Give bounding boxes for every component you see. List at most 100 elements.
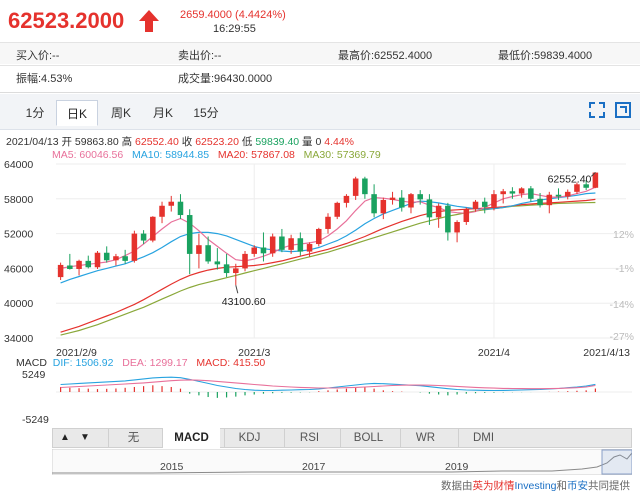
candle-body	[518, 188, 525, 194]
indicator-rsi[interactable]: RSI	[284, 428, 334, 448]
candle-body	[186, 215, 193, 254]
ma-readout: MA5: 60046.56 MA10: 58944.85 MA20: 57867…	[52, 149, 381, 161]
vol-label: 量	[302, 136, 313, 148]
candle-body	[472, 201, 479, 210]
candle-body	[564, 191, 571, 197]
candle-body	[546, 194, 553, 206]
indicator-dmi[interactable]: DMI	[458, 428, 508, 448]
ma-lines	[60, 186, 596, 336]
candle-body	[205, 245, 211, 262]
ma10-line	[60, 192, 596, 284]
macd-y-top: 5249	[22, 369, 46, 381]
candle-body	[150, 216, 156, 241]
indicator-wr[interactable]: WR	[400, 428, 450, 448]
credit-brand-en[interactable]: Investing	[514, 480, 557, 492]
prev-button[interactable]: ▲	[60, 432, 70, 443]
ask-price: 卖出价:--	[178, 50, 222, 62]
candle-body	[408, 194, 414, 208]
candle-body	[103, 252, 110, 261]
quote-time: 16:29:55	[213, 23, 256, 35]
candle-body	[583, 184, 589, 188]
candle-body	[279, 236, 285, 250]
next-button[interactable]: ▼	[80, 432, 90, 443]
overview-year-2017: 2017	[302, 461, 326, 473]
candle-body	[306, 244, 313, 252]
high-price: 最高价:62552.4000	[338, 50, 433, 62]
indicator-macd[interactable]: MACD	[162, 428, 220, 448]
overview-navigator[interactable]	[52, 449, 632, 475]
candle-body	[445, 205, 451, 233]
candle-body	[94, 252, 101, 268]
candle-body	[463, 209, 470, 222]
bid-price: 买入价:--	[16, 50, 60, 62]
tab-1min[interactable]: 1分	[25, 106, 45, 120]
candle-body	[352, 178, 359, 196]
close-value: 62523.20	[195, 136, 239, 148]
last-price: 62523.2000	[8, 8, 125, 33]
candle-body	[177, 201, 184, 216]
y-axis-right: 12% -1% -14% -27%	[609, 229, 634, 343]
x-tick-label: 2021/4/13	[583, 347, 630, 359]
macd-readout: MACD DIF: 1506.92 DEA: 1299.17 MACD: 415…	[16, 357, 265, 369]
credit-brand-cn[interactable]: 英为财情	[472, 480, 515, 492]
low-value: 59839.40	[255, 136, 300, 148]
candle-body	[214, 261, 221, 265]
credit-prefix: 数据由	[440, 480, 473, 492]
candle-body	[435, 205, 442, 218]
y-axis-left: 64000 58000 52000 46000 40000 34000	[4, 160, 33, 345]
candle-body	[316, 228, 322, 245]
candle-body	[426, 199, 433, 218]
max-label: 62552.40	[548, 173, 592, 185]
close-label: 收	[181, 136, 193, 148]
vol-value: 0	[315, 136, 322, 148]
macd_dea-line	[60, 379, 596, 390]
high-label: 高	[121, 136, 133, 148]
candle-body	[297, 238, 304, 252]
tab-15min[interactable]: 15分	[193, 106, 219, 120]
y-right-tick-label: -1%	[615, 263, 634, 275]
y-tick-label: 64000	[4, 160, 33, 171]
chart-grid	[56, 163, 626, 339]
macd-value: MACD: 415.50	[196, 357, 266, 369]
up-arrow-icon	[139, 10, 159, 32]
candle-body	[380, 199, 387, 214]
candle-body	[76, 260, 82, 269]
indicator-boll[interactable]: BOLL	[340, 428, 396, 448]
ohlc-readout: 2021/04/13 开 59863.80 高 62552.40 收 62523…	[6, 134, 354, 149]
overview-range-handle[interactable]	[601, 449, 632, 475]
tab-daily-k[interactable]: 日K	[56, 100, 98, 126]
high-value: 62552.40	[135, 136, 179, 148]
macd-bars	[60, 385, 596, 398]
x-tick-label: 2021/3	[238, 347, 270, 359]
y-tick-label: 46000	[4, 263, 33, 275]
candle-body	[574, 184, 580, 192]
ma10-value: MA10: 58944.85	[131, 149, 210, 161]
candle-body	[233, 268, 239, 274]
indicator-kdj[interactable]: KDJ	[224, 428, 274, 448]
ma20-value: MA20: 57867.08	[217, 149, 295, 161]
kline-chart[interactable]: 64000 58000 52000 46000 40000 34000 12% -1% -14…	[0, 160, 640, 360]
fullscreen-icon[interactable]	[588, 101, 606, 119]
dea-value: DEA: 1299.17	[122, 357, 188, 369]
credit-brand2[interactable]: 币安	[567, 480, 588, 492]
candle-body	[371, 194, 377, 214]
ma30-value: MA30: 57369.79	[303, 149, 381, 161]
open-label: 开	[61, 136, 72, 148]
overview-year-2019: 2019	[445, 461, 469, 473]
macd-chart: 5249 -5249	[22, 369, 632, 426]
indicator-none[interactable]: 无	[108, 428, 158, 448]
candle-body	[417, 194, 423, 200]
candle-body	[196, 245, 202, 254]
tab-monthly-k[interactable]: 月K	[152, 106, 173, 120]
candle-body	[537, 198, 543, 206]
expand-icon[interactable]	[614, 101, 632, 119]
candles	[57, 172, 599, 286]
ma5-value: MA5: 60046.56	[52, 149, 124, 161]
candle-body	[113, 256, 119, 261]
volume: 成交量:96430.0000	[178, 73, 273, 85]
period-tabs: 1分 日K 周K 月K 15分	[0, 94, 640, 130]
low-label: 低	[241, 136, 253, 148]
candle-body	[131, 233, 138, 261]
tab-weekly-k[interactable]: 周K	[110, 106, 131, 120]
overview-year-2015: 2015	[160, 461, 184, 473]
